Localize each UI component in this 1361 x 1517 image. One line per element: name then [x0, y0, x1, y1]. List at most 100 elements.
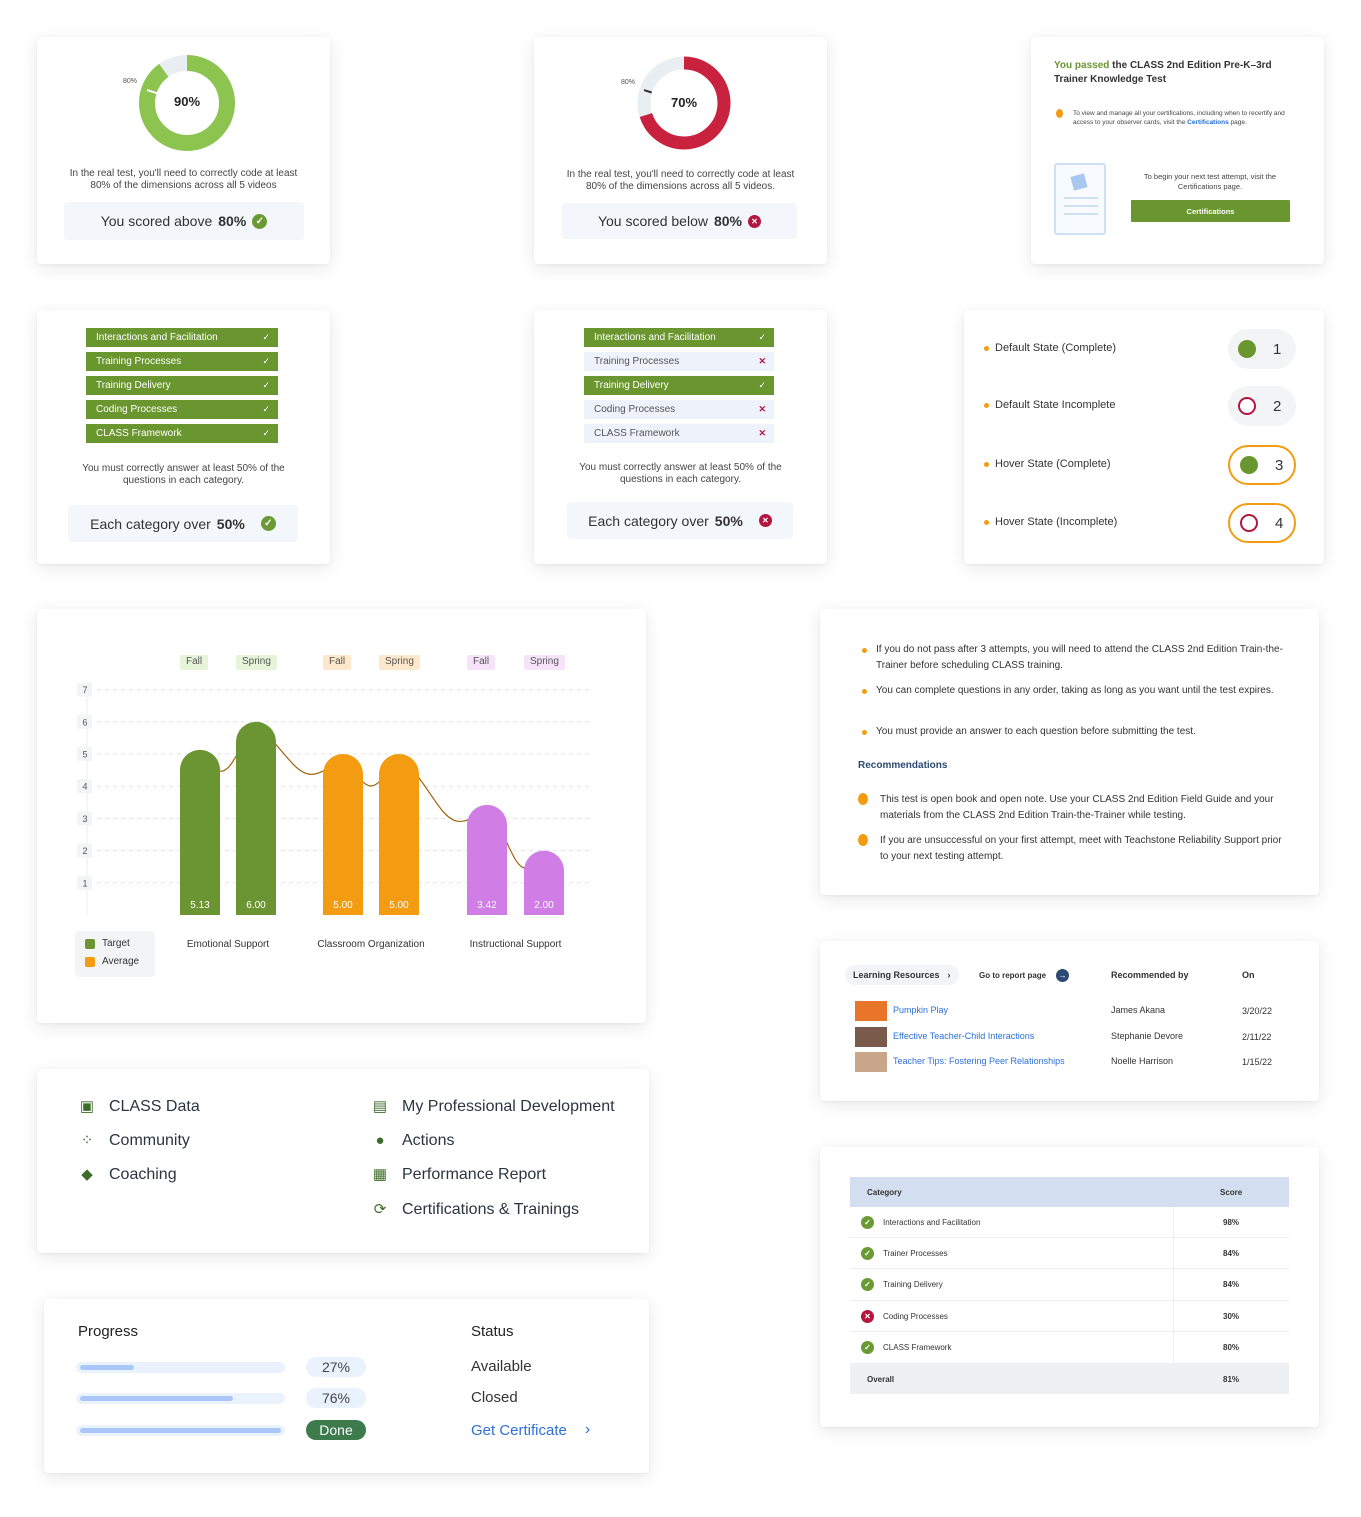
nav-item[interactable]: ⁘ Community [79, 1132, 190, 1150]
category-item: CLASS Framework ✕ [584, 424, 774, 443]
score-result-pill: You scored above 80% ✓ [64, 202, 304, 240]
resource-thumbnail[interactable] [855, 1027, 887, 1047]
result-prefix: You scored below [597, 213, 708, 229]
note-bullet-text: You must provide an answer to each quest… [876, 726, 1196, 737]
resource-recommended-by: James Akana [1111, 1005, 1166, 1015]
nav-item-label: My Professional Development [402, 1098, 615, 1115]
step-indicator[interactable]: 4 [1228, 503, 1296, 543]
arrow-right-circle-icon: → [1056, 969, 1070, 982]
x-circle-icon: ✕ [758, 514, 772, 527]
resource-thumbnail[interactable] [855, 1001, 887, 1021]
row-category: Interactions and Facilitation [883, 1217, 981, 1227]
certifications-note: To view and manage all your certificatio… [1073, 109, 1303, 127]
bullet-icon [862, 689, 867, 694]
bullet-icon [984, 402, 989, 408]
category-list: Interactions and Facilitation ✓ Training P… [584, 328, 774, 443]
resource-date: 2/11/22 [1242, 1032, 1272, 1042]
report-book-icon: ▦ [372, 1166, 388, 1183]
season-tag: Spring [236, 655, 277, 670]
step-number: 4 [1275, 514, 1284, 532]
chart-line-icon: ▣ [79, 1098, 95, 1115]
season-tag: Spring [524, 655, 565, 670]
row-category: CLASS Framework [883, 1343, 952, 1353]
row-score: 84% [1223, 1248, 1240, 1258]
get-certificate-link[interactable]: Get Certificate › [471, 1421, 590, 1439]
y-tick-bg [77, 811, 92, 826]
nav-item[interactable]: ▣ CLASS Data [79, 1098, 200, 1116]
category-label: Training Delivery [594, 380, 669, 391]
certifications-link[interactable]: Certifications [1187, 119, 1229, 126]
resource-title-link[interactable]: Teacher Tips: Fostering Peer Relationshi… [893, 1056, 1065, 1066]
nav-item[interactable]: ◆ Coaching [79, 1166, 177, 1184]
passed-test-card: You passed the CLASS 2nd Edition Pre-K–3… [1031, 37, 1324, 264]
category-item: Coding Processes ✓ [86, 400, 278, 419]
state-label: Hover State (Incomplete) [995, 516, 1118, 528]
nav-item[interactable]: ● Actions [372, 1132, 454, 1150]
legend-label: Target [102, 938, 130, 949]
complete-dot-icon [1238, 340, 1256, 358]
bar-value-label: 5.00 [389, 900, 409, 911]
bar-value-label: 3.42 [477, 900, 497, 911]
row-score: 98% [1223, 1217, 1240, 1227]
resource-date: 3/20/22 [1242, 1006, 1273, 1016]
step-indicator[interactable]: 2 [1228, 386, 1296, 426]
nav-item-label: Coaching [109, 1166, 177, 1183]
state-label: Default State Incomplete [995, 399, 1116, 411]
x-icon: ✕ [758, 404, 766, 414]
season-tag: Fall [180, 655, 209, 670]
certifications-button[interactable]: Certifications [1131, 200, 1290, 222]
status-label: Closed [471, 1389, 518, 1406]
bar-fall-1 [323, 754, 363, 915]
check-circle-icon: ✓ [861, 1278, 874, 1292]
category-label: Coding Processes [96, 404, 178, 415]
y-tick-label: 2 [82, 846, 87, 856]
result-value: 50% [714, 512, 743, 529]
nav-item[interactable]: ▦ Performance Report [372, 1166, 546, 1184]
category-label: Interactions and Facilitation [96, 332, 218, 343]
learning-resources-tab[interactable]: Learning Resources › [845, 965, 959, 985]
result-value: 80% [713, 213, 743, 229]
resource-thumbnail[interactable] [855, 1052, 887, 1072]
category-label: CLASS Framework [96, 428, 182, 439]
nav-item[interactable]: ▤ My Professional Development [372, 1098, 615, 1116]
check-circle-icon: ✓ [260, 516, 276, 531]
category-label: Interactions and Facilitation [594, 332, 716, 343]
category-item: Coding Processes ✕ [584, 400, 774, 419]
step-indicator[interactable]: 1 [1228, 329, 1296, 369]
categories-fail-card: Interactions and Facilitation ✓ Training P… [534, 310, 827, 564]
category-item: Training Delivery ✓ [584, 376, 774, 395]
progress-bar-fill [80, 1428, 281, 1433]
state-label-row: Default State (Complete) [984, 342, 1116, 354]
category-label: Coding Processes [594, 404, 676, 415]
report-page-link[interactable]: Go to report page → [979, 969, 1070, 982]
column-divider [1173, 1238, 1174, 1270]
category-label: Instructional Support [470, 939, 562, 950]
resource-title-link[interactable]: Effective Teacher-Child Interactions [893, 1031, 1035, 1041]
y-tick-label: 1 [82, 878, 87, 888]
check-icon: ✓ [758, 380, 766, 390]
category-label: Training Processes [96, 356, 182, 367]
overall-row: Overall 81% [850, 1364, 1289, 1394]
table-row: ✕ Coding Processes 30% [850, 1301, 1289, 1333]
lightbulb-icon [858, 793, 868, 805]
resource-title-link[interactable]: Pumpkin Play [893, 1005, 949, 1015]
nav-item[interactable]: ⟳ Certifications & Trainings [372, 1201, 579, 1219]
y-tick-bg [77, 779, 92, 794]
step-states-card: Default State (Complete) 1 Default State I… [964, 310, 1324, 564]
passed-highlight: You passed [1054, 60, 1110, 71]
status-label: Get Certificate [471, 1421, 567, 1439]
cycle-icon: ⟳ [373, 1201, 387, 1218]
check-icon: ✓ [262, 332, 270, 342]
check-icon: ✓ [262, 404, 270, 414]
x-circle-icon: ✕ [861, 1309, 874, 1323]
report-link-label: Go to report page [979, 971, 1047, 980]
bullet-icon [984, 519, 989, 525]
resource-recommended-by: Stephanie Devore [1111, 1031, 1184, 1041]
status-heading: Status [471, 1323, 514, 1340]
step-indicator[interactable]: 3 [1228, 445, 1296, 485]
category-label: CLASS Framework [594, 428, 680, 439]
nav-item-label: Performance Report [402, 1166, 547, 1183]
legend-item: Average [85, 956, 139, 967]
chevron-right-icon: › [584, 1421, 591, 1438]
nav-item-label: Community [109, 1132, 190, 1149]
